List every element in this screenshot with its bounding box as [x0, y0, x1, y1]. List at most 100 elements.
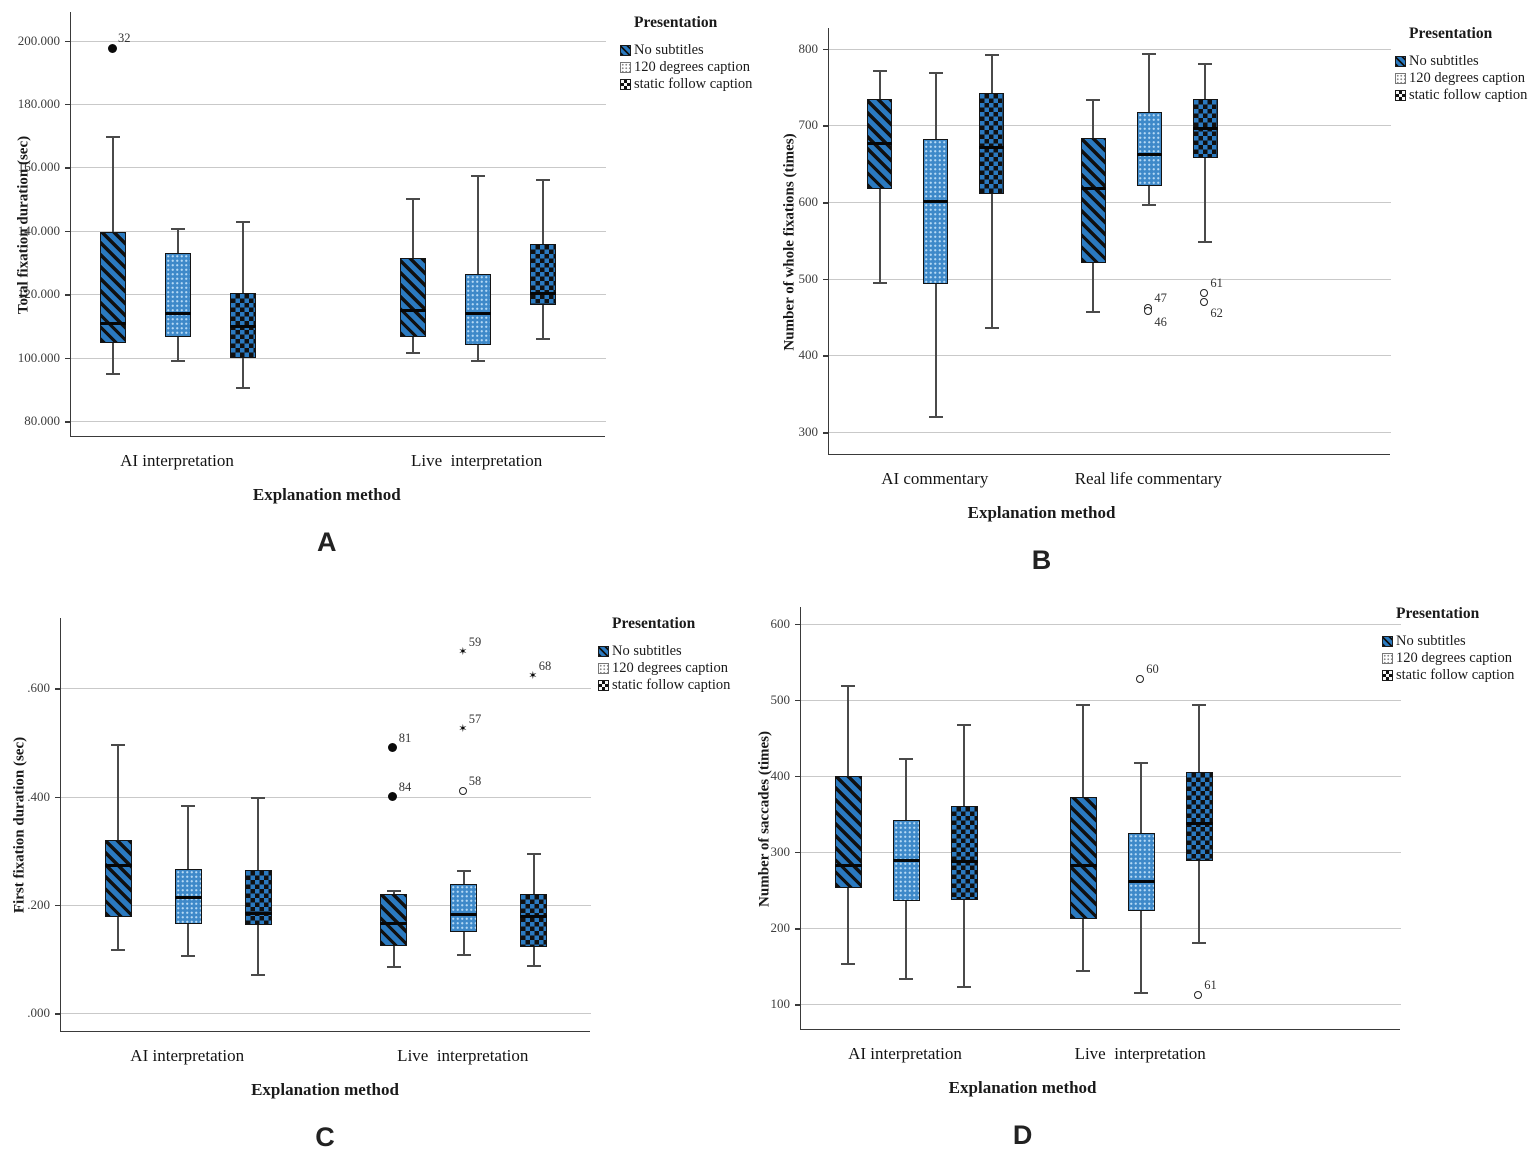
x-axis-title: Explanation method: [948, 1078, 1097, 1097]
outlier-open-circle: [1200, 297, 1209, 306]
legend-title: Presentation: [1396, 605, 1480, 622]
box-checker: [520, 894, 548, 948]
legend-swatch-dots-icon: [598, 663, 609, 674]
y-tick-label: 200: [770, 920, 791, 936]
legend-title: Presentation: [634, 14, 718, 31]
box-checker: [529, 243, 556, 306]
y-tick-mark: [65, 357, 70, 360]
whisker-cap: [470, 175, 485, 178]
grid-line: [71, 103, 606, 105]
y-tick-mark: [795, 851, 800, 854]
y-axis-title: Total fixation duration (sec): [15, 135, 32, 314]
grid-line: [829, 202, 1391, 204]
legend-item-label: static follow caption: [612, 677, 731, 693]
legend-swatch-dots-icon: [620, 62, 631, 73]
whisker-cap: [1076, 703, 1091, 706]
outlier-filled-circle: [107, 43, 117, 53]
grid-line: [801, 699, 1401, 701]
y-tick-label: 400: [770, 767, 791, 783]
y-tick-mark: [55, 1013, 60, 1015]
whisker-cap: [470, 359, 485, 362]
y-axis-title: First fixation duration (sec): [11, 736, 28, 914]
whisker-cap: [456, 954, 471, 957]
outlier-label: 32: [118, 31, 131, 46]
y-tick-label: 100: [770, 996, 791, 1012]
whisker-cap: [1198, 240, 1213, 243]
whisker-cap: [957, 724, 971, 727]
legend-item-label: No subtitles: [1396, 633, 1466, 649]
median-line: [165, 312, 191, 316]
grid-line: [801, 775, 1401, 777]
whisker-cap: [1198, 63, 1213, 66]
legend-swatch-dots-icon: [1382, 653, 1393, 664]
whisker-cap: [1086, 310, 1101, 313]
box-dots: [923, 139, 949, 285]
whisker-cap: [1134, 991, 1149, 994]
whisker-cap: [1192, 704, 1207, 707]
y-tick-mark: [795, 775, 800, 778]
box-dots: [1136, 112, 1162, 186]
box-dots: [450, 883, 478, 932]
y-tick-label: .000: [27, 1005, 50, 1021]
outlier-open-circle: [1200, 289, 1209, 298]
median-line: [1127, 879, 1155, 883]
median-line: [399, 309, 426, 313]
category-label: Live interpretation: [410, 451, 543, 470]
y-tick-label: 160.000: [17, 159, 60, 175]
y-tick-mark: [823, 202, 828, 204]
whisker-cap: [1192, 942, 1207, 945]
legend-item: 120 degrees caption: [1382, 650, 1514, 667]
panel-letter: C: [315, 1122, 335, 1152]
legend-swatch-checker-icon: [620, 79, 631, 90]
y-tick-mark: [823, 125, 828, 127]
median-line: [464, 312, 491, 316]
legend-item-label: static follow caption: [1396, 667, 1515, 683]
legend-item-label: No subtitles: [612, 643, 682, 659]
legend-item: 120 degrees caption: [598, 660, 730, 677]
legend-swatch-checker-icon: [598, 680, 609, 691]
whisker-cap: [1134, 762, 1149, 765]
grid-line: [829, 278, 1391, 280]
y-tick-label: 500: [798, 270, 819, 286]
legend-item: 120 degrees caption: [620, 59, 752, 76]
y-tick-label: 700: [798, 117, 819, 133]
whisker-cap: [405, 197, 420, 200]
box-checker: [979, 93, 1005, 194]
legend: Presentation No subtitles 120 degrees capt…: [620, 14, 752, 93]
median-line: [174, 895, 202, 899]
legend-swatch-dots-icon: [1395, 73, 1406, 84]
legend-item-label: No subtitles: [1409, 53, 1479, 69]
whisker-cap: [928, 416, 943, 419]
median-line: [1185, 822, 1213, 826]
median-line: [834, 863, 862, 867]
outlier-star: ✶: [458, 644, 468, 658]
box-diagonal: [834, 775, 862, 889]
box-dots: [1127, 832, 1155, 912]
whisker-cap: [386, 966, 401, 969]
legend: Presentation No subtitles 120 degrees capt…: [598, 615, 730, 694]
y-tick-label: 180.000: [17, 95, 60, 111]
legend-item: static follow caption: [598, 677, 730, 694]
y-tick-mark: [65, 103, 70, 106]
outlier-label: 84: [398, 779, 412, 794]
whisker-cap: [535, 178, 550, 181]
y-tick-label: 300: [798, 424, 819, 439]
legend-item: static follow caption: [1395, 87, 1527, 104]
panel-A: 80.000 100.000 120.000 140.000 160.000 180.00…: [0, 0, 768, 578]
outlier-label: 46: [1154, 314, 1167, 329]
category-label: Live interpretation: [397, 1046, 529, 1065]
outlier-star: ✶: [458, 721, 468, 735]
grid-line: [61, 904, 591, 906]
whisker-cap: [111, 948, 126, 951]
box-diagonal: [380, 894, 408, 946]
whisker-cap: [928, 71, 943, 74]
y-tick-label: 200.000: [17, 32, 60, 48]
whisker-cap: [251, 796, 266, 799]
legend-item-label: static follow caption: [1409, 87, 1528, 103]
grid-line: [61, 1013, 591, 1015]
y-tick-mark: [65, 294, 70, 296]
y-tick-mark: [795, 928, 800, 930]
legend-item: static follow caption: [620, 76, 752, 93]
y-tick-label: 80.000: [24, 413, 60, 429]
y-tick-label: 120.000: [17, 286, 60, 302]
